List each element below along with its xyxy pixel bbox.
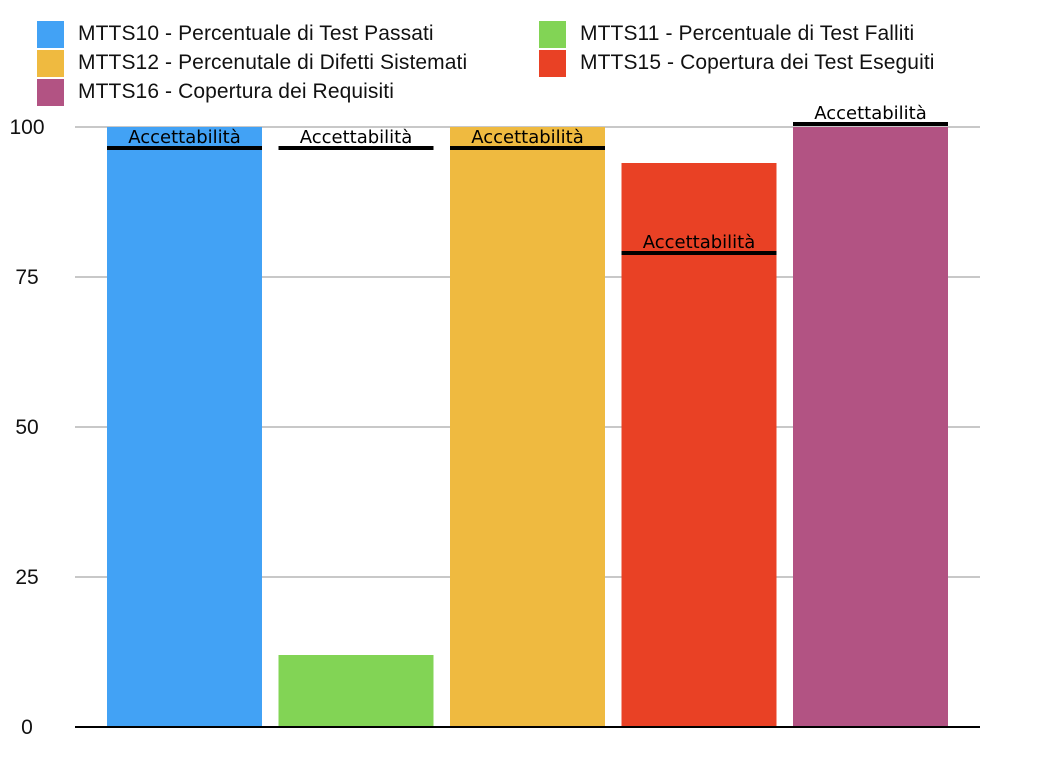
- bar: [793, 127, 948, 727]
- threshold-label: Accettabilità: [300, 127, 413, 148]
- threshold-label: Accettabilità: [471, 127, 584, 148]
- legend-swatch-mtts10: [37, 20, 64, 48]
- legend-label-mtts16: MTTS16 - Copertura dei Requisiti: [78, 80, 394, 103]
- legend-item-mtts15: MTTS15 - Copertura dei Test Eseguiti: [539, 49, 935, 77]
- legend-swatch-mtts15: [539, 49, 566, 77]
- threshold-label: Accettabilità: [128, 127, 241, 148]
- legend-label-mtts12: MTTS12 - Percenutale di Difetti Sistemat…: [78, 51, 468, 74]
- legend-swatch-mtts11: [539, 20, 566, 48]
- threshold-label: Accettabilità: [814, 103, 927, 124]
- threshold-label: Accettabilità: [643, 232, 756, 253]
- y-tick-label: 0: [21, 716, 33, 739]
- bar: [278, 655, 434, 727]
- chart-legend: MTTS10 - Percentuale di Test Passati MTT…: [0, 0, 1044, 110]
- legend-item-mtts12: MTTS12 - Percenutale di Difetti Sistemat…: [37, 49, 467, 77]
- legend-item-mtts11: MTTS11 - Percentuale di Test Falliti: [539, 20, 914, 48]
- legend-swatch-mtts16: [37, 78, 64, 106]
- legend-item-mtts10: MTTS10 - Percentuale di Test Passati: [37, 20, 434, 48]
- legend-label-mtts10: MTTS10 - Percentuale di Test Passati: [78, 22, 434, 45]
- legend-swatch-mtts12: [37, 49, 64, 77]
- y-tick-label: 25: [15, 566, 38, 589]
- bar: [621, 163, 777, 727]
- y-tick-label: 50: [15, 416, 38, 439]
- legend-label-mtts15: MTTS15 - Copertura dei Test Eseguiti: [580, 51, 935, 74]
- bar: [450, 127, 605, 727]
- y-tick-label: 75: [15, 266, 38, 289]
- legend-label-mtts11: MTTS11 - Percentuale di Test Falliti: [580, 22, 915, 45]
- legend-item-mtts16: MTTS16 - Copertura dei Requisiti: [37, 78, 394, 106]
- bar: [107, 127, 262, 727]
- y-tick-label: 100: [9, 116, 44, 139]
